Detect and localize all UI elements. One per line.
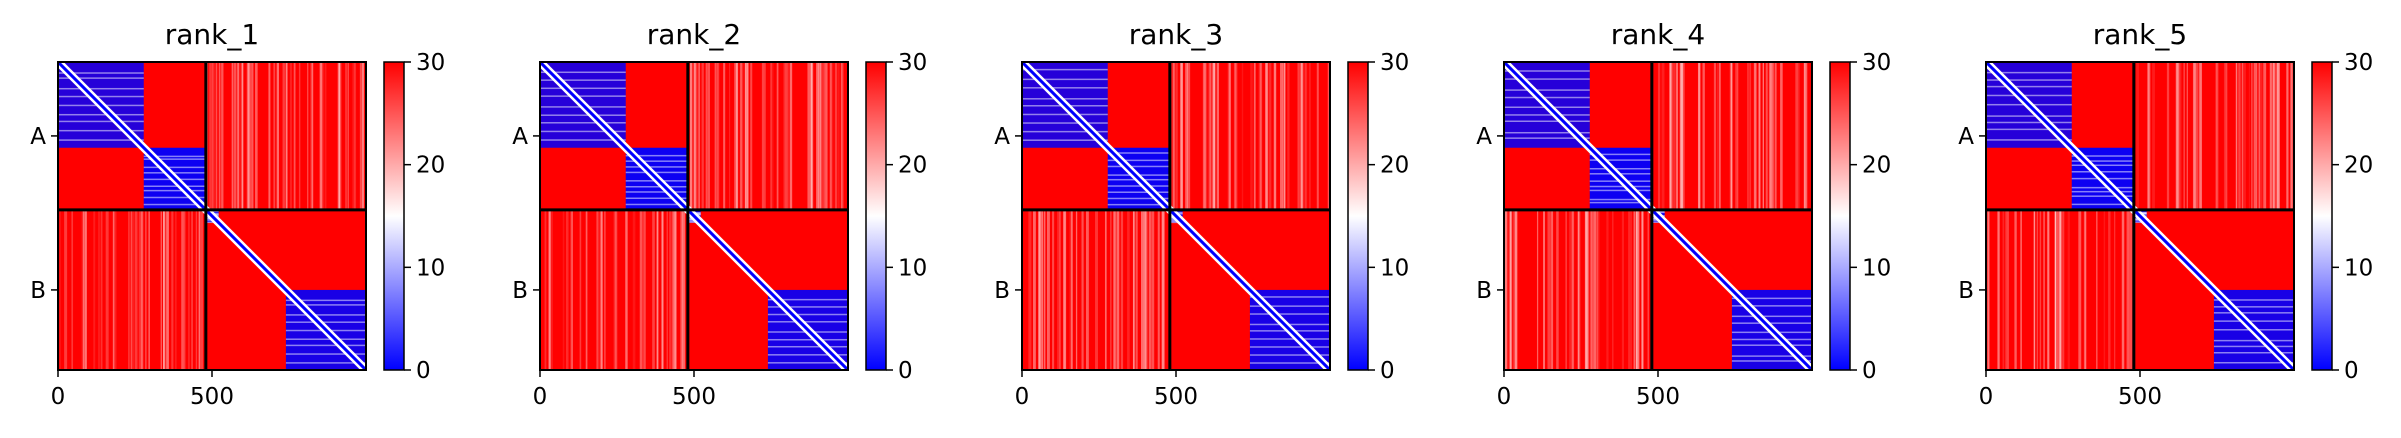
pae-panel-3: rank_3 A B 0 500 0 10 20 30 (994, 18, 1409, 410)
chain-label-a: A (512, 124, 528, 150)
diagonal-band (1986, 62, 2294, 370)
x-tick-label: 500 (190, 384, 234, 410)
colorbar-tick-label: 0 (1380, 358, 1395, 384)
chain-label-a: A (994, 124, 1010, 150)
chain-label-b: B (994, 278, 1010, 304)
colorbar-tick-label: 10 (1380, 255, 1409, 281)
colorbar-tick-label: 30 (2344, 50, 2373, 76)
pae-panel-4: rank_4 A B 0 500 0 10 20 30 (1476, 18, 1891, 410)
interchain-texture (1028, 62, 1330, 370)
pae-panel-2: rank_2 A B 0 500 0 10 20 30 (512, 18, 927, 410)
colorbar-tick-label: 0 (898, 358, 913, 384)
x-tick-label: 0 (1015, 384, 1030, 410)
heatmap-matrix (1986, 62, 2294, 370)
colorbar-tick-label: 0 (2344, 358, 2359, 384)
chain-label-a: A (1476, 124, 1492, 150)
x-tick-label: 0 (1497, 384, 1512, 410)
colorbar-tick-label: 10 (898, 255, 927, 281)
heatmap-matrix (540, 62, 848, 370)
interchain-texture (544, 62, 844, 370)
colorbar (865, 61, 887, 371)
colorbar-tick-label: 30 (1380, 50, 1409, 76)
colorbar-tick-label: 20 (2344, 153, 2373, 179)
pae-panel-5: rank_5 A B 0 500 0 10 20 30 (1958, 18, 2373, 410)
x-tick-label: 500 (672, 384, 716, 410)
colorbar-tick-label: 0 (1862, 358, 1877, 384)
x-tick-label: 500 (1636, 384, 1680, 410)
colorbar-tick-label: 10 (1862, 255, 1891, 281)
colorbar (1829, 61, 1851, 371)
colorbar-tick-label: 20 (1380, 153, 1409, 179)
diagonal-band (540, 62, 848, 370)
colorbar-tick-label: 30 (416, 50, 445, 76)
colorbar (383, 61, 405, 371)
domain-blocks (1504, 62, 1812, 370)
heatmap-matrix (1022, 62, 1330, 370)
colorbar-tick-label: 10 (416, 255, 445, 281)
colorbar-tick-label: 20 (416, 153, 445, 179)
x-tick-label: 0 (51, 384, 66, 410)
chain-label-b: B (1958, 278, 1974, 304)
interchain-texture (1987, 62, 2294, 370)
panel-title: rank_4 (1611, 18, 1705, 51)
x-tick-label: 0 (1979, 384, 1994, 410)
x-tick-label: 500 (1154, 384, 1198, 410)
colorbar (1347, 61, 1369, 371)
chain-label-a: A (30, 124, 46, 150)
colorbar-tick-label: 30 (1862, 50, 1891, 76)
colorbar-tick-label: 20 (898, 153, 927, 179)
chain-label-a: A (1958, 124, 1974, 150)
interchain-texture (1504, 62, 1808, 370)
x-tick-label: 500 (2118, 384, 2162, 410)
diagonal-band (1504, 62, 1812, 370)
pae-panel-1: rank_1 A B 0 500 0 10 20 30 (30, 18, 445, 410)
domain-blocks (58, 62, 366, 370)
colorbar-tick-label: 0 (416, 358, 431, 384)
panel-title: rank_1 (165, 18, 259, 51)
diagonal-band (58, 62, 366, 370)
panel-title: rank_5 (2093, 18, 2187, 51)
heatmap-matrix (58, 62, 366, 370)
chain-label-b: B (30, 278, 46, 304)
panel-title: rank_2 (647, 18, 741, 51)
x-tick-label: 0 (533, 384, 548, 410)
colorbar-tick-label: 30 (898, 50, 927, 76)
diagonal-band (1022, 62, 1330, 370)
interchain-texture (59, 62, 365, 370)
panel-title: rank_3 (1129, 18, 1223, 51)
colorbar-tick-label: 20 (1862, 153, 1891, 179)
heatmap-matrix (1504, 62, 1812, 370)
chain-label-b: B (512, 278, 528, 304)
colorbar (2311, 61, 2333, 371)
colorbar-tick-label: 10 (2344, 255, 2373, 281)
chain-label-b: B (1476, 278, 1492, 304)
